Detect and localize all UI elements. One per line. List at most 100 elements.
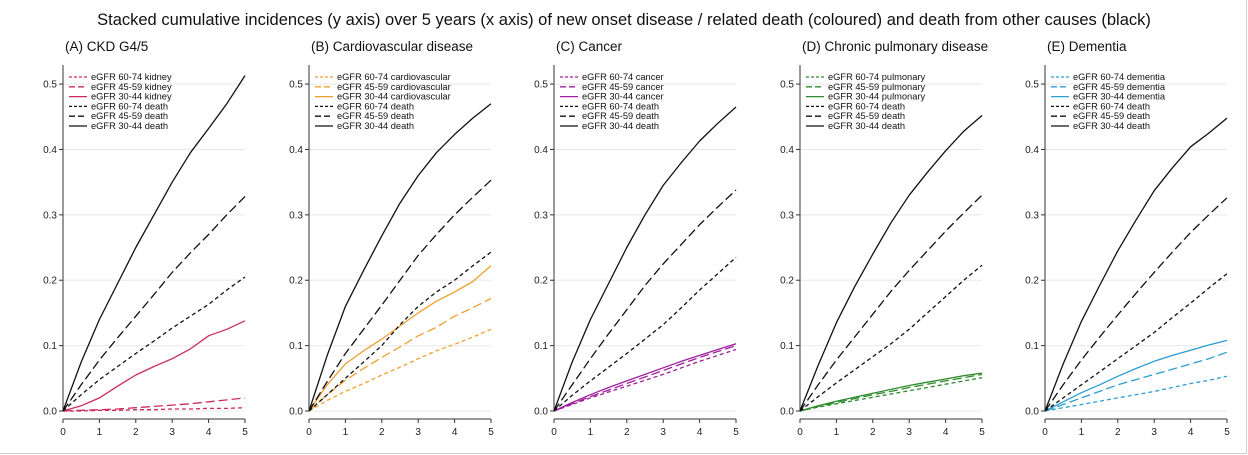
legend-label: eGFR 60-74 death	[828, 101, 905, 111]
series-line	[308, 265, 492, 412]
x-tick-label: 0	[1042, 427, 1048, 438]
x-tick-label: 2	[133, 427, 139, 438]
legend-label: eGFR 30-44 pulmonary	[828, 92, 925, 102]
legend-label: eGFR 45-59 death	[337, 111, 414, 121]
y-tick-label: 0.3	[780, 210, 794, 221]
legend-label: eGFR 45-59 dementia	[1073, 82, 1166, 92]
series-line	[62, 320, 246, 412]
legend-label: eGFR 30-44 cardiovascular	[337, 92, 451, 102]
series-line	[553, 344, 737, 412]
series-line	[1044, 273, 1228, 412]
y-tick-label: 0.1	[780, 341, 794, 352]
series-line	[62, 276, 246, 412]
panel-title: (A) CKD G4/5	[65, 39, 148, 54]
x-tick-label: 3	[169, 427, 175, 438]
legend-label: eGFR 60-74 pulmonary	[828, 72, 925, 82]
x-tick-label: 1	[834, 427, 840, 438]
legend-label: eGFR 60-74 cancer	[582, 72, 664, 82]
series-line	[308, 103, 492, 412]
panel-title: (B) Cardiovascular disease	[311, 39, 473, 54]
y-tick-label: 0.5	[289, 80, 303, 91]
series-line	[553, 348, 737, 412]
y-tick-label: 0.3	[43, 210, 57, 221]
y-tick-label: 0.1	[43, 341, 57, 352]
x-tick-label: 3	[906, 427, 912, 438]
x-tick-label: 2	[379, 427, 385, 438]
x-tick-label: 2	[1115, 427, 1121, 438]
series-line	[799, 264, 983, 412]
legend-label: eGFR 30-44 dementia	[1073, 92, 1166, 102]
y-tick-label: 0.0	[289, 407, 303, 418]
x-tick-label: 3	[660, 427, 666, 438]
series-line	[1044, 339, 1228, 412]
series-line	[308, 328, 492, 412]
y-tick-label: 0.2	[534, 276, 548, 287]
y-tick-label: 0.1	[289, 341, 303, 352]
series-line	[799, 115, 983, 412]
figure-title: Stacked cumulative incidences (y axis) o…	[97, 11, 1151, 29]
y-tick-label: 0.5	[780, 80, 794, 91]
legend-label: eGFR 60-74 kidney	[91, 72, 172, 82]
x-tick-label: 5	[242, 427, 248, 438]
legend-label: eGFR 45-59 death	[91, 111, 168, 121]
y-tick-label: 0.2	[289, 276, 303, 287]
series-line	[1044, 351, 1228, 412]
x-tick-label: 0	[551, 427, 557, 438]
x-tick-label: 3	[1151, 427, 1157, 438]
series-line	[62, 75, 246, 412]
series-line	[799, 372, 983, 412]
series-line	[1044, 375, 1228, 412]
legend-label: eGFR 30-44 death	[91, 121, 168, 131]
legend-label: eGFR 30-44 kidney	[91, 92, 172, 102]
x-tick-label: 4	[206, 427, 212, 438]
series-line	[308, 179, 492, 412]
series-line	[553, 256, 737, 412]
series-line	[1044, 197, 1228, 412]
legend-label: eGFR 45-59 pulmonary	[828, 82, 925, 92]
x-tick-label: 4	[1188, 427, 1194, 438]
x-tick-label: 5	[979, 427, 985, 438]
y-tick-label: 0.3	[534, 210, 548, 221]
y-tick-label: 0.1	[534, 341, 548, 352]
x-tick-label: 4	[943, 427, 949, 438]
y-tick-label: 0.5	[1025, 80, 1039, 91]
y-tick-label: 0.4	[780, 145, 794, 156]
y-tick-label: 0.0	[534, 407, 548, 418]
legend-label: eGFR 30-44 death	[582, 121, 659, 131]
series-line	[308, 297, 492, 412]
y-tick-label: 0.1	[1025, 341, 1039, 352]
legend-label: eGFR 60-74 death	[91, 101, 168, 111]
series-line	[799, 373, 983, 412]
y-tick-label: 0.2	[1025, 276, 1039, 287]
legend-label: eGFR 45-59 death	[1073, 111, 1150, 121]
legend-label: eGFR 45-59 kidney	[91, 82, 172, 92]
x-tick-label: 5	[1224, 427, 1230, 438]
legend-label: eGFR 30-44 death	[828, 121, 905, 131]
y-tick-label: 0.0	[1025, 407, 1039, 418]
legend-label: eGFR 30-44 death	[337, 121, 414, 131]
y-tick-label: 0.5	[534, 80, 548, 91]
x-tick-label: 1	[97, 427, 103, 438]
y-tick-label: 0.0	[43, 407, 57, 418]
y-tick-label: 0.4	[289, 145, 303, 156]
series-line	[1044, 117, 1228, 412]
series-line	[308, 251, 492, 412]
legend-label: eGFR 60-74 dementia	[1073, 72, 1166, 82]
series-line	[553, 106, 737, 412]
legend-label: eGFR 60-74 death	[337, 101, 414, 111]
x-tick-label: 2	[870, 427, 876, 438]
x-tick-label: 0	[797, 427, 803, 438]
series-line	[553, 189, 737, 412]
legend-label: eGFR 45-59 death	[828, 111, 905, 121]
legend-label: eGFR 60-74 death	[582, 101, 659, 111]
x-tick-label: 1	[343, 427, 349, 438]
x-tick-label: 4	[697, 427, 703, 438]
y-tick-label: 0.4	[534, 145, 548, 156]
series-line	[62, 397, 246, 412]
legend-label: eGFR 60-74 cardiovascular	[337, 72, 451, 82]
y-tick-label: 0.3	[1025, 210, 1039, 221]
y-tick-label: 0.4	[1025, 145, 1039, 156]
legend-label: eGFR 45-59 cardiovascular	[337, 82, 451, 92]
